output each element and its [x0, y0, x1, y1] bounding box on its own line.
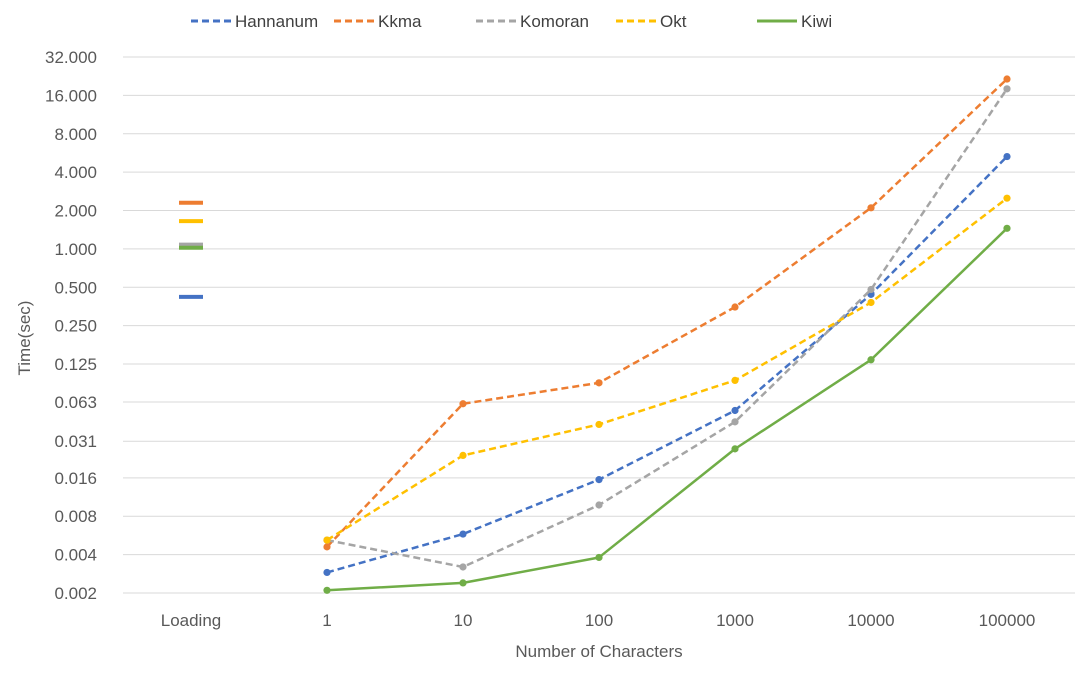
series-line-okt: [326, 197, 1008, 542]
data-point: [595, 553, 603, 562]
data-point: [459, 563, 467, 571]
y-tick-label: 0.016: [54, 469, 97, 488]
y-tick-label: 0.125: [54, 355, 97, 374]
y-tick-label: 8.000: [54, 125, 97, 144]
data-point: [595, 476, 603, 484]
data-point: [867, 204, 875, 212]
series-okt: [179, 194, 1011, 544]
legend-label: Komoran: [520, 12, 589, 31]
data-point: [459, 400, 467, 408]
x-tick-label: 100: [585, 611, 613, 630]
series-hannanum: [179, 152, 1011, 577]
series-line-kkma: [326, 78, 1008, 548]
series-line-komoran: [326, 88, 1009, 569]
series-kkma: [179, 75, 1011, 551]
data-point: [731, 418, 739, 426]
y-tick-label: 1.000: [54, 240, 97, 259]
y-axis-ticks: 0.002 0.004 0.008 0.016 0.031 0.063 0.125 0.250…: [45, 48, 97, 603]
x-tick-label: 100000: [979, 611, 1036, 630]
data-point: [323, 568, 331, 577]
legend-label: Hannanum: [235, 12, 318, 31]
series-kiwi: [179, 224, 1011, 594]
data-point: [595, 379, 603, 387]
data-point: [323, 543, 331, 551]
y-tick-label: 0.004: [54, 546, 97, 565]
x-tick-label: 1000: [716, 611, 754, 630]
legend-label: Okt: [660, 12, 687, 31]
data-point: [323, 536, 331, 544]
data-point: [1003, 194, 1011, 202]
data-point: [731, 303, 739, 311]
y-tick-label: 0.250: [54, 317, 97, 336]
y-tick-label: 2.000: [54, 202, 97, 221]
y-tick-label: 4.000: [54, 163, 97, 182]
data-point: [867, 356, 875, 364]
y-tick-label: 0.031: [54, 432, 97, 451]
data-point: [867, 298, 875, 307]
data-point: [867, 285, 875, 294]
x-axis-title: Number of Characters: [515, 642, 682, 661]
x-tick-label: 10000: [847, 611, 894, 630]
data-point: [1003, 224, 1011, 232]
y-tick-label: 32.000: [45, 48, 97, 67]
data-point: [459, 579, 467, 587]
data-point: [1003, 152, 1011, 161]
x-tick-label: 1: [322, 611, 331, 630]
data-point: [323, 586, 331, 594]
y-tick-label: 16.000: [45, 86, 97, 105]
y-axis-title: Time(sec): [15, 301, 34, 376]
y-tick-label: 0.002: [54, 584, 97, 603]
legend-label: Kkma: [378, 12, 422, 31]
x-tick-label: 10: [454, 611, 473, 630]
legend-label: Kiwi: [801, 12, 832, 31]
series-line-kiwi: [326, 227, 1008, 592]
data-point: [1003, 75, 1011, 83]
data-point: [595, 420, 603, 429]
data-point: [459, 451, 467, 460]
legend: Hannanum Kkma Komoran Okt Kiwi: [191, 12, 832, 31]
x-tick-label: Loading: [161, 611, 222, 630]
data-point: [731, 445, 739, 453]
series-group: [179, 75, 1011, 594]
data-point: [595, 501, 603, 509]
series-line-hannanum: [326, 155, 1008, 574]
series-komoran: [179, 85, 1011, 571]
x-axis-ticks: Loading 1 10 100 1000 10000 100000: [161, 611, 1036, 630]
y-tick-label: 0.500: [54, 278, 97, 297]
data-point: [731, 376, 739, 385]
y-tick-label: 0.063: [54, 393, 97, 412]
y-tick-label: 0.008: [54, 507, 97, 526]
data-point: [459, 530, 467, 538]
data-point: [1003, 85, 1011, 93]
gridlines: [123, 56, 1075, 594]
data-point: [731, 406, 739, 415]
